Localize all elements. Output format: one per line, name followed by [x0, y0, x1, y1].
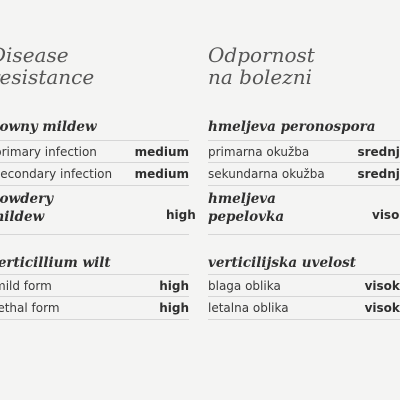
row-mild-sl: blaga oblika visoka — [208, 274, 400, 297]
row-label: lethal form — [0, 301, 60, 315]
divider — [0, 234, 189, 235]
slovenian-column: Odpornost na bolezni hmeljeva peronospor… — [208, 0, 400, 400]
title-line1: powdery — [0, 191, 54, 207]
powdery-value-sl: visoka — [372, 208, 400, 222]
title-line2: pepelovka — [208, 209, 285, 225]
section-title-sl: Odpornost na bolezni — [208, 44, 315, 88]
row-value: srednja — [357, 167, 400, 181]
group-powdery-title-sl: hmeljeva pepelovka — [208, 190, 284, 226]
powdery-value-en: high — [166, 208, 196, 222]
row-label: mild form — [0, 279, 52, 293]
row-value: srednja — [357, 145, 400, 159]
row-label: primarna okužba — [208, 145, 310, 159]
row-mild-en: mild form high — [0, 274, 189, 297]
group-downy-title-en: downy mildew — [0, 119, 97, 135]
title-line2: resistance — [0, 65, 95, 89]
group-wilt-title-en: verticillium wilt — [0, 255, 111, 271]
row-label: secondary infection — [0, 167, 113, 181]
row-value: visoka — [364, 279, 400, 293]
row-secondary-en: secondary infection medium — [0, 162, 189, 186]
row-secondary-sl: sekundarna okužba srednja — [208, 162, 400, 186]
row-lethal-sl: letalna oblika visoka — [208, 296, 400, 320]
english-column: Disease resistance downy mildew primary … — [0, 44, 196, 320]
title-line2: mildew — [0, 209, 45, 225]
row-label: primary infection — [0, 145, 97, 159]
row-value: high — [159, 279, 189, 293]
title-line2: na bolezni — [208, 65, 313, 89]
title-line1: hmeljeva — [208, 191, 276, 207]
group-wilt-title-sl: verticilijska uvelost — [208, 255, 357, 271]
row-label: blaga oblika — [208, 279, 281, 293]
title-line1: Odpornost — [208, 43, 315, 67]
row-label: letalna oblika — [208, 301, 289, 315]
row-lethal-en: lethal form high — [0, 296, 189, 320]
group-downy-title-sl: hmeljeva peronospora — [208, 119, 376, 135]
row-primary-sl: primarna okužba srednja — [208, 140, 400, 163]
row-label: sekundarna okužba — [208, 167, 325, 181]
row-value: medium — [134, 145, 189, 159]
divider — [208, 234, 400, 235]
group-powdery-title-en: powdery mildew — [0, 190, 53, 226]
row-primary-en: primary infection medium — [0, 140, 189, 163]
row-value: medium — [134, 167, 189, 181]
section-title-en: Disease resistance — [0, 44, 94, 88]
row-value: high — [159, 301, 189, 315]
title-line1: Disease — [0, 43, 69, 67]
row-value: visoka — [364, 301, 400, 315]
